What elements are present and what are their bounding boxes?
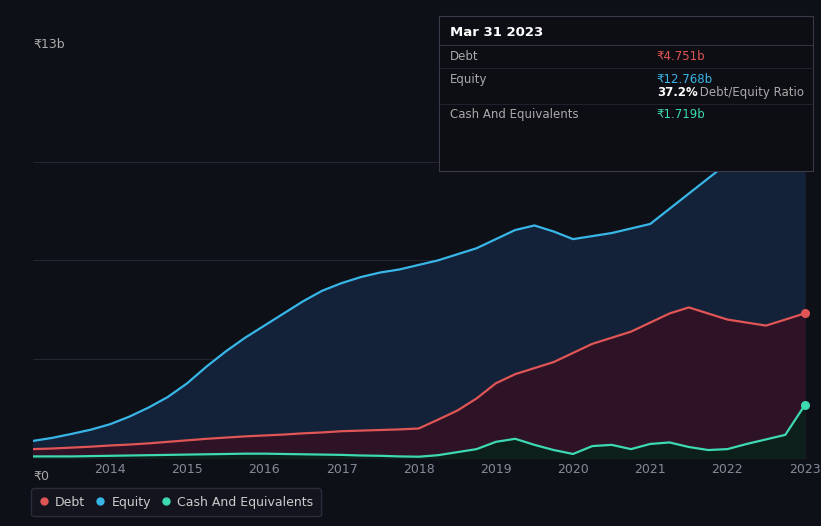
Text: ₹12.768b: ₹12.768b: [657, 73, 713, 86]
Text: Debt/Equity Ratio: Debt/Equity Ratio: [696, 86, 805, 99]
Point: [798, 401, 811, 410]
Text: ₹1.719b: ₹1.719b: [657, 108, 705, 122]
Point: [798, 66, 811, 74]
Text: ₹4.751b: ₹4.751b: [657, 50, 705, 64]
Text: 37.2%: 37.2%: [657, 86, 698, 99]
Text: Debt: Debt: [450, 50, 479, 64]
Text: Mar 31 2023: Mar 31 2023: [450, 26, 544, 39]
Text: ₹13b: ₹13b: [33, 38, 65, 51]
Legend: Debt, Equity, Cash And Equivalents: Debt, Equity, Cash And Equivalents: [31, 489, 321, 517]
Text: Cash And Equivalents: Cash And Equivalents: [450, 108, 579, 122]
Text: Equity: Equity: [450, 73, 488, 86]
Point: [798, 309, 811, 318]
Text: ₹0: ₹0: [33, 470, 48, 482]
